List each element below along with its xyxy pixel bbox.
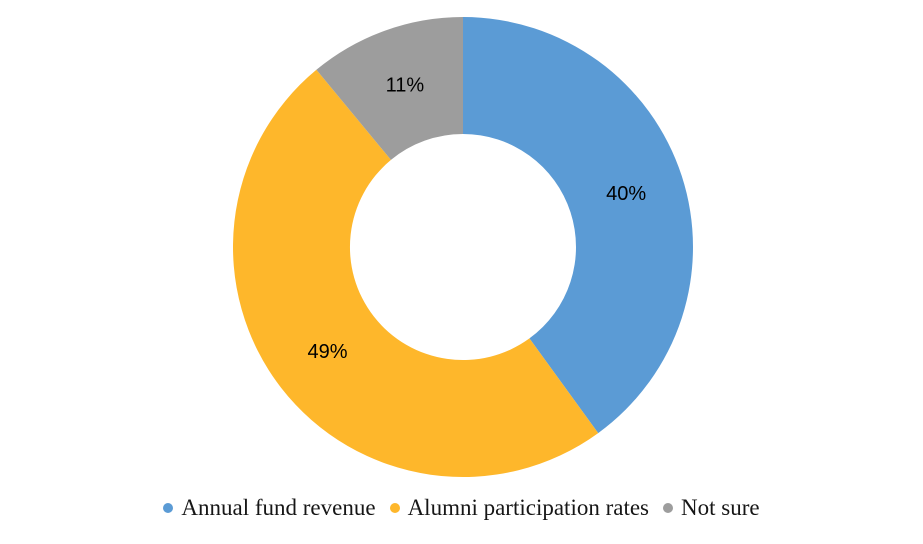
data-label-not-sure: 11%: [386, 75, 425, 97]
legend-item-annual-fund-revenue: Annual fund revenue: [163, 495, 376, 520]
donut-segment-not-sure: [316, 16, 463, 160]
legend-label-alumni-participation-rates: Alumni participation rates: [407, 495, 649, 520]
legend-label-not-sure: Not sure: [681, 495, 760, 520]
legend-item-alumni-participation-rates: Alumni participation rates: [389, 495, 649, 520]
legend-label-annual-fund-revenue: Annual fund revenue: [181, 495, 376, 520]
chart-legend: Annual fund revenue Alumni participation …: [0, 496, 923, 519]
donut-segment-annual-fund-revenue: [463, 17, 693, 434]
data-label-annual-fund-revenue: 40%: [606, 183, 646, 205]
data-label-alumni-participation-rates: 49%: [307, 341, 347, 363]
legend-dot-alumni-participation-rates: [389, 502, 400, 513]
legend-dot-annual-fund-revenue: [163, 502, 174, 513]
legend-item-not-sure: Not sure: [663, 496, 760, 519]
legend-dot-not-sure: [663, 502, 673, 513]
donut-segment-alumni-participation-rates: [233, 69, 599, 477]
